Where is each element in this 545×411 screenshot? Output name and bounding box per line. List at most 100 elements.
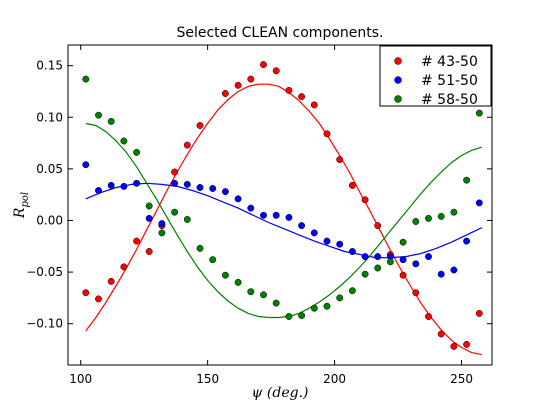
data-point-series-1-30 <box>463 340 471 348</box>
data-point-series-2-12 <box>221 188 229 196</box>
data-point-series-2-3 <box>107 181 115 189</box>
data-point-series-1-8 <box>171 168 179 176</box>
data-point-series-3-29 <box>437 212 445 220</box>
data-point-series-3-4 <box>120 137 128 145</box>
legend: # 43-50 # 51-50 # 58-50 <box>379 45 492 108</box>
data-point-series-3-9 <box>183 216 191 223</box>
data-point-series-3-14 <box>247 288 255 296</box>
data-point-series-3-32 <box>475 109 483 117</box>
data-point-series-1-11 <box>221 90 229 97</box>
data-point-series-3-23 <box>361 270 369 278</box>
data-point-series-2-9 <box>183 180 191 188</box>
data-point-series-2-27 <box>412 260 420 268</box>
data-point-series-1-28 <box>437 330 445 338</box>
data-point-series-1-17 <box>298 93 306 101</box>
data-point-series-1-20 <box>336 156 344 164</box>
data-point-series-3-18 <box>298 312 306 319</box>
fit-line-3 <box>85 122 482 319</box>
data-point-series-3-13 <box>234 278 242 286</box>
data-point-series-3-15 <box>260 291 267 299</box>
x-axis-label: ψ (deg.) <box>251 385 308 401</box>
data-point-series-1-15 <box>272 67 280 75</box>
data-point-series-2-4 <box>120 182 128 190</box>
data-point-series-3-31 <box>463 176 471 184</box>
data-point-series-3-10 <box>196 244 204 252</box>
fit-line-2 <box>85 182 483 259</box>
chart-title: Selected CLEAN components. <box>176 25 383 41</box>
data-point-series-3-7 <box>158 229 166 237</box>
data-point-series-1-12 <box>234 81 242 89</box>
data-point-series-3-21 <box>336 294 344 302</box>
data-point-series-1-4 <box>120 263 128 271</box>
y-tick-label: −0.05 <box>26 265 63 279</box>
data-point-series-2-31 <box>463 237 471 245</box>
data-point-series-1-6 <box>145 248 153 255</box>
data-point-series-3-16 <box>272 299 280 307</box>
data-point-series-1-29 <box>450 342 458 350</box>
legend-marker-2 <box>394 76 402 84</box>
data-point-series-2-22 <box>348 248 356 255</box>
data-point-series-2-1 <box>82 161 90 169</box>
data-point-series-2-8 <box>171 179 179 187</box>
plot-frame <box>67 44 493 366</box>
data-point-series-1-23 <box>374 222 382 230</box>
data-point-series-3-27 <box>412 218 420 225</box>
data-point-series-2-6 <box>145 214 153 222</box>
data-point-series-3-30 <box>450 208 458 216</box>
legend-label-1: # 43-50 <box>421 54 478 70</box>
data-point-series-2-17 <box>285 213 293 221</box>
x-tick-label: 200 <box>323 372 346 386</box>
x-tick-label: 150 <box>196 372 219 386</box>
x-axis: 100 150 200 250 <box>69 45 473 386</box>
data-point-series-1-26 <box>412 289 420 297</box>
y-tick-label: 0.15 <box>36 59 63 73</box>
data-point-series-2-24 <box>374 253 382 261</box>
data-point-series-3-8 <box>171 208 179 216</box>
data-point-series-1-2 <box>95 295 102 303</box>
data-point-series-3-25 <box>386 258 394 266</box>
data-point-series-3-3 <box>107 117 115 125</box>
y-axis-label: Rpol <box>12 192 31 219</box>
data-point-series-1-5 <box>133 237 141 245</box>
legend-marker-3 <box>394 95 402 103</box>
legend-label-2: # 51-50 <box>421 73 478 89</box>
data-point-series-2-14 <box>247 204 255 212</box>
data-point-series-2-2 <box>95 187 102 194</box>
data-point-series-3-2 <box>95 111 102 119</box>
y-tick-label: 0.10 <box>36 110 63 124</box>
data-point-series-3-28 <box>425 214 432 222</box>
data-point-series-3-6 <box>145 202 153 210</box>
data-point-series-2-29 <box>437 270 445 278</box>
data-point-series-1-16 <box>285 86 293 94</box>
data-point-series-3-12 <box>221 271 229 279</box>
data-point-series-2-7 <box>158 220 166 228</box>
data-point-series-3-24 <box>374 264 382 272</box>
y-axis-label-sub: pol <box>20 192 31 208</box>
data-point-series-2-13 <box>234 195 242 203</box>
data-points <box>82 61 483 350</box>
y-axis: −0.10 −0.05 0.00 0.05 0.10 0.15 <box>26 59 492 331</box>
data-point-series-1-31 <box>475 309 483 317</box>
x-tick-label: 100 <box>69 372 92 386</box>
data-point-series-3-22 <box>348 287 356 295</box>
data-point-series-2-18 <box>298 222 306 230</box>
data-point-series-1-9 <box>183 141 191 149</box>
x-tick-label: 250 <box>450 372 473 386</box>
data-point-series-2-26 <box>399 256 407 264</box>
data-point-series-2-32 <box>475 199 483 207</box>
data-point-series-2-28 <box>425 253 432 261</box>
y-tick-label: −0.10 <box>26 317 63 331</box>
data-point-series-1-27 <box>425 313 432 320</box>
data-point-series-2-30 <box>450 266 458 274</box>
plot-area <box>67 44 493 366</box>
data-point-series-1-3 <box>107 277 115 285</box>
data-point-series-1-19 <box>323 130 331 138</box>
data-point-series-3-5 <box>133 148 141 156</box>
y-tick-label: 0.05 <box>36 162 63 176</box>
data-point-series-1-21 <box>348 181 356 189</box>
data-point-series-1-10 <box>196 122 204 129</box>
data-point-series-2-19 <box>310 229 318 237</box>
data-point-series-1-25 <box>399 271 407 279</box>
data-point-series-2-5 <box>133 179 141 187</box>
